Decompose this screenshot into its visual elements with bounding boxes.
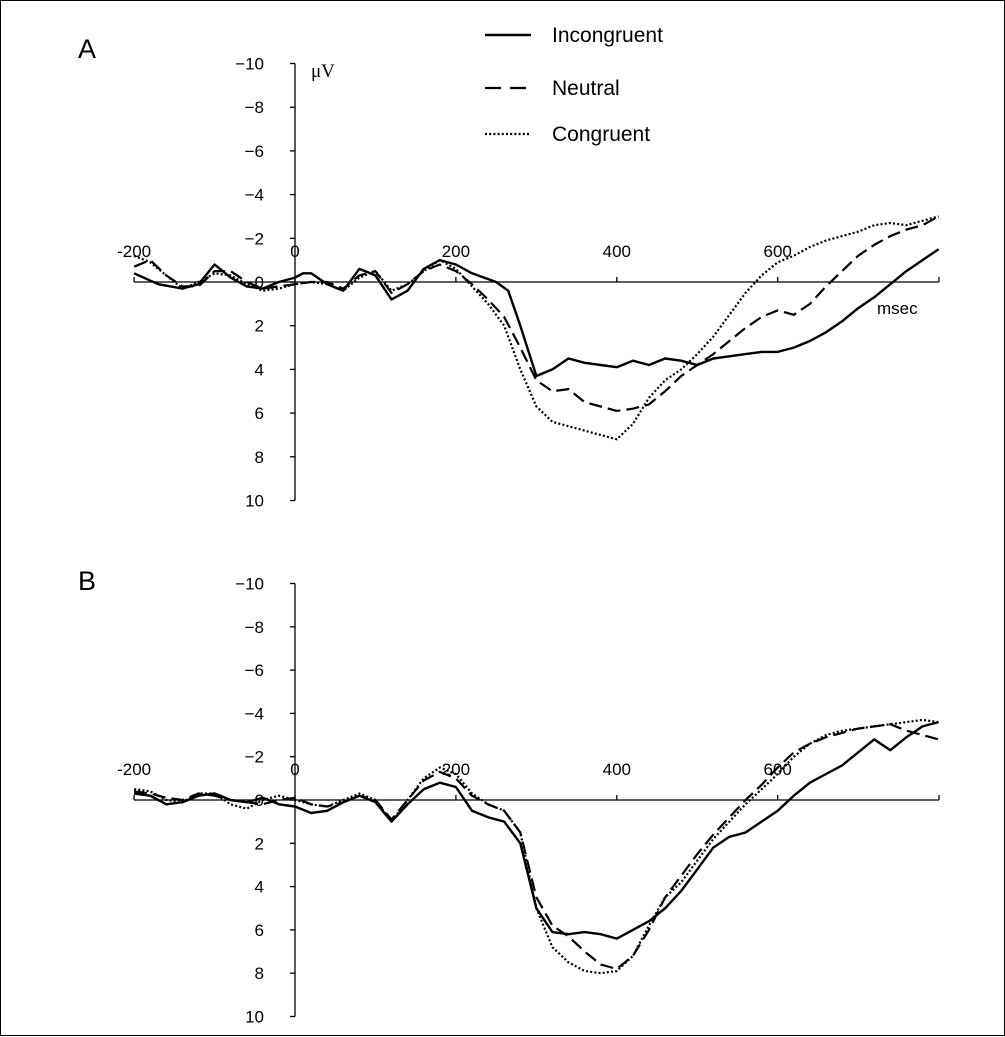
x-tick-label: 400 <box>603 760 631 779</box>
y-tick-label: 6 <box>255 404 264 423</box>
x-tick-label: -200 <box>117 760 151 779</box>
y-tick-label: 10 <box>245 1008 264 1027</box>
y-axis-unit-label: μV <box>311 61 335 82</box>
y-tick-label: −2 <box>245 748 264 767</box>
x-tick-label: 400 <box>603 242 631 261</box>
y-tick-label: −8 <box>245 98 264 117</box>
x-tick-label: -200 <box>117 242 151 261</box>
x-tick-label: 0 <box>290 242 299 261</box>
panel-a: A -200 0 200 400 600 −10 −8 −6 −4 −2 0 2 4 6 8 10 μV msec I… <box>78 24 940 511</box>
y-tick-label: 0 <box>255 791 264 810</box>
y-tick-label: −4 <box>245 186 264 205</box>
panel-label: A <box>78 34 96 64</box>
y-tick-label: −6 <box>245 661 264 680</box>
panel-b: B -200 0 200 400 600 −10 −8 −6 −4 −2 0 2 4 6 8 10 <box>78 566 940 1027</box>
y-tick-label: 6 <box>255 921 264 940</box>
x-tick-label: 600 <box>764 760 792 779</box>
y-tick-label: 2 <box>255 834 264 853</box>
x-axis-unit-label: msec <box>877 299 918 318</box>
y-tick-label: −10 <box>235 575 264 594</box>
x-tick-label: 200 <box>442 242 470 261</box>
y-tick-label: 10 <box>245 492 264 511</box>
series-line-congruent <box>133 215 939 441</box>
legend-label-congruent: Congruent <box>552 123 650 146</box>
series-line-incongruent <box>133 248 940 378</box>
y-tick-label: 8 <box>255 448 264 467</box>
panel-label: B <box>78 566 96 596</box>
x-tick-label: 600 <box>764 242 792 261</box>
y-tick-label: 2 <box>255 317 264 336</box>
legend: Incongruent Neutral Congruent <box>485 24 663 146</box>
x-tick-label: 200 <box>442 760 470 779</box>
y-tick-label: −4 <box>245 704 264 723</box>
series-line-congruent <box>133 718 939 975</box>
y-tick-label: −6 <box>245 142 264 161</box>
y-tick-label: 0 <box>255 273 264 292</box>
series-line-neutral <box>133 215 940 412</box>
y-tick-label: 4 <box>255 360 264 379</box>
y-tick-label: −2 <box>245 229 264 248</box>
series-line-neutral <box>133 723 939 971</box>
y-tick-label: −8 <box>245 618 264 637</box>
y-tick-label: 8 <box>255 964 264 983</box>
x-tick-label: 0 <box>290 760 299 779</box>
legend-label-neutral: Neutral <box>552 77 620 100</box>
y-tick-label: 4 <box>255 878 264 897</box>
y-tick-label: −10 <box>235 55 264 74</box>
legend-label-incongruent: Incongruent <box>552 24 663 47</box>
